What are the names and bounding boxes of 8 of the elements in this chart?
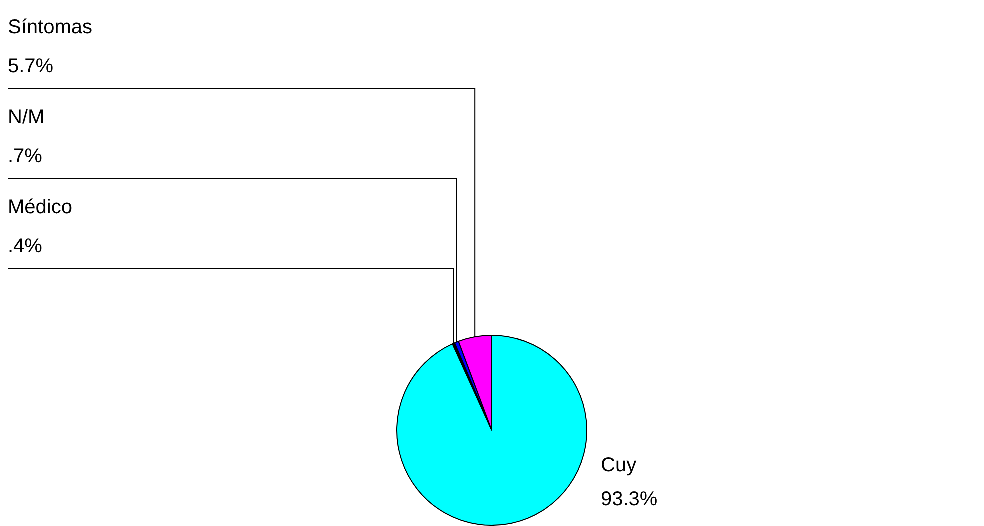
data-label: 5.7% bbox=[8, 56, 54, 78]
data-label: 93.3% bbox=[601, 488, 658, 511]
slice-label: Cuy bbox=[601, 454, 637, 477]
data-label: .4% bbox=[8, 236, 43, 258]
data-label: .7% bbox=[8, 146, 43, 168]
slice-label: Síntomas bbox=[8, 16, 92, 39]
slice-label: N/M bbox=[8, 106, 45, 129]
slice-label: Médico bbox=[8, 196, 72, 219]
